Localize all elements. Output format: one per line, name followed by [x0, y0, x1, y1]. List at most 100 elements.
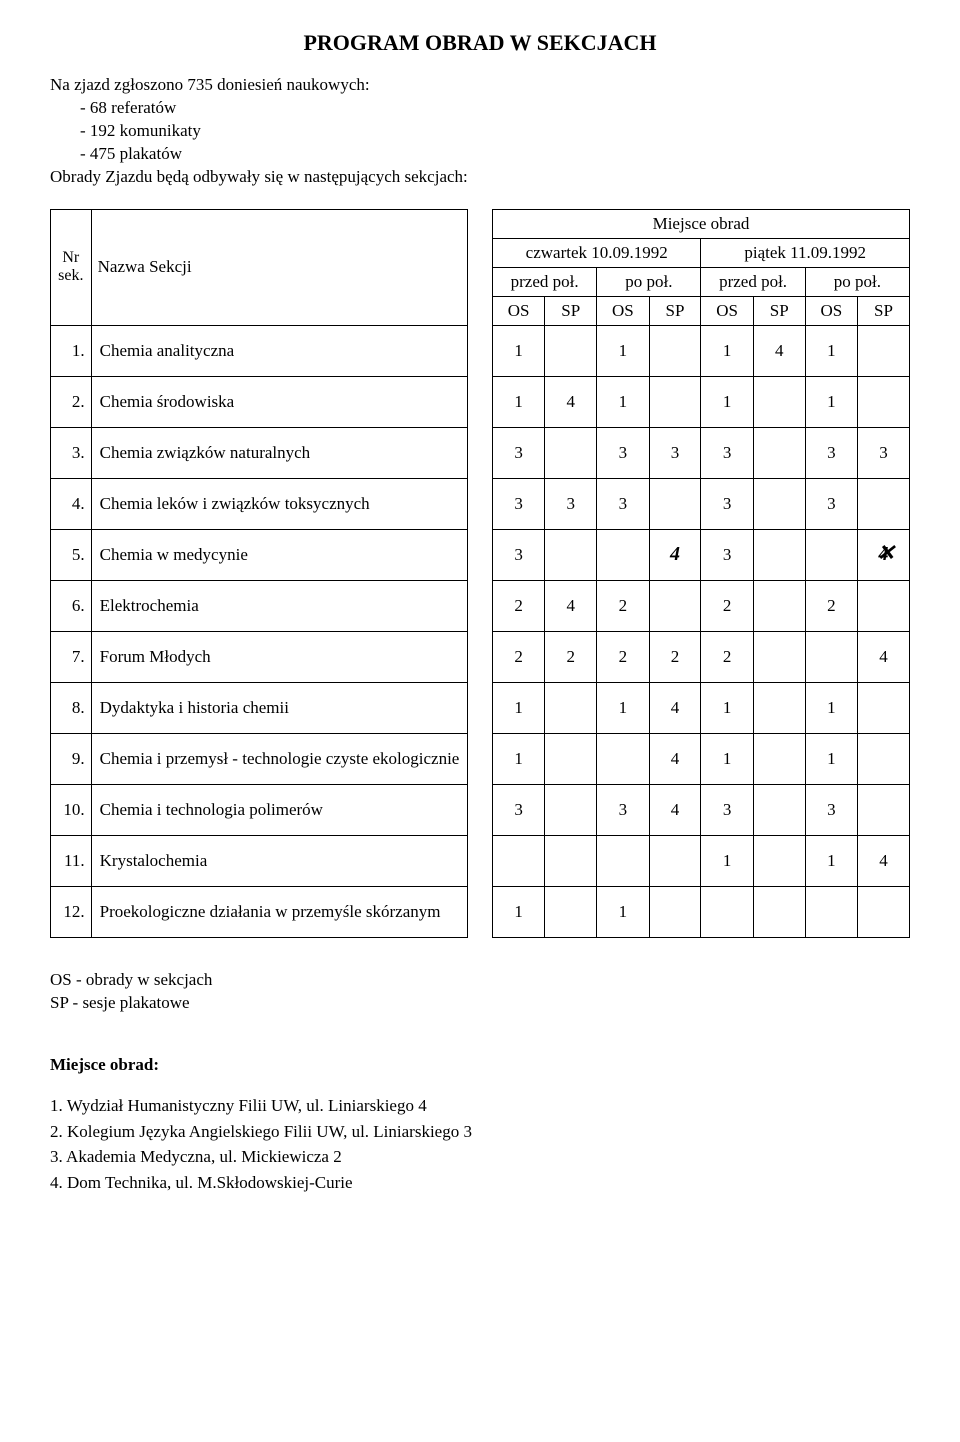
header-po: po poł.	[805, 267, 909, 296]
gap	[467, 682, 492, 733]
intro-line: Obrady Zjazdu będą odbywały się w następ…	[50, 166, 910, 189]
header-os: OS	[492, 296, 544, 325]
cell-value	[753, 580, 805, 631]
cell-value	[753, 427, 805, 478]
cell-value: 1	[597, 376, 649, 427]
cell-value: 3	[701, 529, 753, 580]
cell-value: 3	[492, 478, 544, 529]
cell-value: 2	[545, 631, 597, 682]
row-name: Proekologiczne działania w przemyśle skó…	[91, 886, 467, 937]
table-row: 4.Chemia leków i związków toksycznych333…	[51, 478, 910, 529]
row-nr: 9.	[51, 733, 92, 784]
cell-value: 3	[805, 784, 857, 835]
cell-value: 3	[492, 529, 544, 580]
gap	[467, 529, 492, 580]
cell-value: 3	[597, 784, 649, 835]
gap	[467, 631, 492, 682]
cell-value	[805, 631, 857, 682]
cell-value	[753, 376, 805, 427]
table-row: 5.Chemia w medycynie3434	[51, 529, 910, 580]
intro-line: Na zjazd zgłoszono 735 doniesień naukowy…	[50, 74, 910, 97]
gap	[467, 580, 492, 631]
cell-value: 1	[492, 682, 544, 733]
cell-value	[753, 631, 805, 682]
cell-value	[753, 835, 805, 886]
cell-value	[857, 580, 909, 631]
row-nr: 10.	[51, 784, 92, 835]
gap	[467, 427, 492, 478]
header-nazwa: Nazwa Sekcji	[91, 209, 467, 325]
row-nr: 8.	[51, 682, 92, 733]
cell-value	[753, 682, 805, 733]
row-name: Chemia analityczna	[91, 325, 467, 376]
row-name: Chemia związków naturalnych	[91, 427, 467, 478]
table-row: 9.Chemia i przemysł - technologie czyste…	[51, 733, 910, 784]
table-row: 11.Krystalochemia114	[51, 835, 910, 886]
cell-value: 4	[649, 733, 701, 784]
table-row: 7.Forum Młodych222224	[51, 631, 910, 682]
cell-value: 2	[597, 580, 649, 631]
cell-value	[649, 886, 701, 937]
cell-value: 3	[649, 427, 701, 478]
cell-value	[545, 886, 597, 937]
row-nr: 1.	[51, 325, 92, 376]
cell-value: 1	[805, 835, 857, 886]
cell-value	[857, 886, 909, 937]
miejsce-obrad-title: Miejsce obrad:	[50, 1055, 910, 1075]
gap	[467, 835, 492, 886]
gap	[467, 886, 492, 937]
row-name: Elektrochemia	[91, 580, 467, 631]
header-sp: SP	[753, 296, 805, 325]
cell-value	[753, 733, 805, 784]
schedule-table: Nr sek. Nazwa Sekcji Miejsce obrad czwar…	[50, 209, 910, 938]
cell-value	[649, 580, 701, 631]
cell-value	[753, 886, 805, 937]
cell-value: 3	[805, 427, 857, 478]
cell-value	[649, 478, 701, 529]
cell-value: 1	[492, 376, 544, 427]
cell-value: 1	[597, 325, 649, 376]
gap	[467, 325, 492, 376]
header-sp: SP	[649, 296, 701, 325]
header-os: OS	[597, 296, 649, 325]
cell-value	[597, 733, 649, 784]
table-row: 6.Elektrochemia24222	[51, 580, 910, 631]
table-row: 10.Chemia i technologia polimerów33433	[51, 784, 910, 835]
gap	[467, 478, 492, 529]
cell-value: 2	[805, 580, 857, 631]
cell-value: 2	[597, 631, 649, 682]
legend-os: OS - obrady w sekcjach	[50, 968, 910, 992]
cell-value: 4	[545, 580, 597, 631]
cell-value: 2	[649, 631, 701, 682]
cell-value: 2	[492, 631, 544, 682]
gap	[467, 209, 492, 325]
table-row: 1.Chemia analityczna11141	[51, 325, 910, 376]
cell-value: 4	[649, 682, 701, 733]
row-name: Chemia w medycynie	[91, 529, 467, 580]
cell-value: 2	[701, 631, 753, 682]
cell-value: 3	[597, 427, 649, 478]
cell-value	[857, 784, 909, 835]
table-row: 12.Proekologiczne działania w przemyśle …	[51, 886, 910, 937]
cell-value: 3	[545, 478, 597, 529]
title: PROGRAM OBRAD W SEKCJACH	[50, 30, 910, 56]
intro-line: - 475 plakatów	[50, 143, 910, 166]
cell-value	[649, 325, 701, 376]
cell-value: 1	[492, 325, 544, 376]
cell-value: 4	[857, 835, 909, 886]
cell-value: 1	[805, 733, 857, 784]
locations: 1. Wydział Humanistyczny Filii UW, ul. L…	[50, 1093, 910, 1195]
header-sp: SP	[857, 296, 909, 325]
cell-value: 4	[857, 529, 909, 580]
cell-value: 3	[805, 478, 857, 529]
cell-value	[805, 529, 857, 580]
location-line: 1. Wydział Humanistyczny Filii UW, ul. L…	[50, 1093, 910, 1119]
table-row: 2.Chemia środowiska14111	[51, 376, 910, 427]
cell-value: 1	[597, 682, 649, 733]
cell-value: 3	[701, 427, 753, 478]
row-nr: 11.	[51, 835, 92, 886]
header-przed: przed poł.	[492, 267, 596, 296]
header-nr: Nr sek.	[51, 209, 92, 325]
header-miejsce: Miejsce obrad	[492, 209, 909, 238]
cell-value	[701, 886, 753, 937]
